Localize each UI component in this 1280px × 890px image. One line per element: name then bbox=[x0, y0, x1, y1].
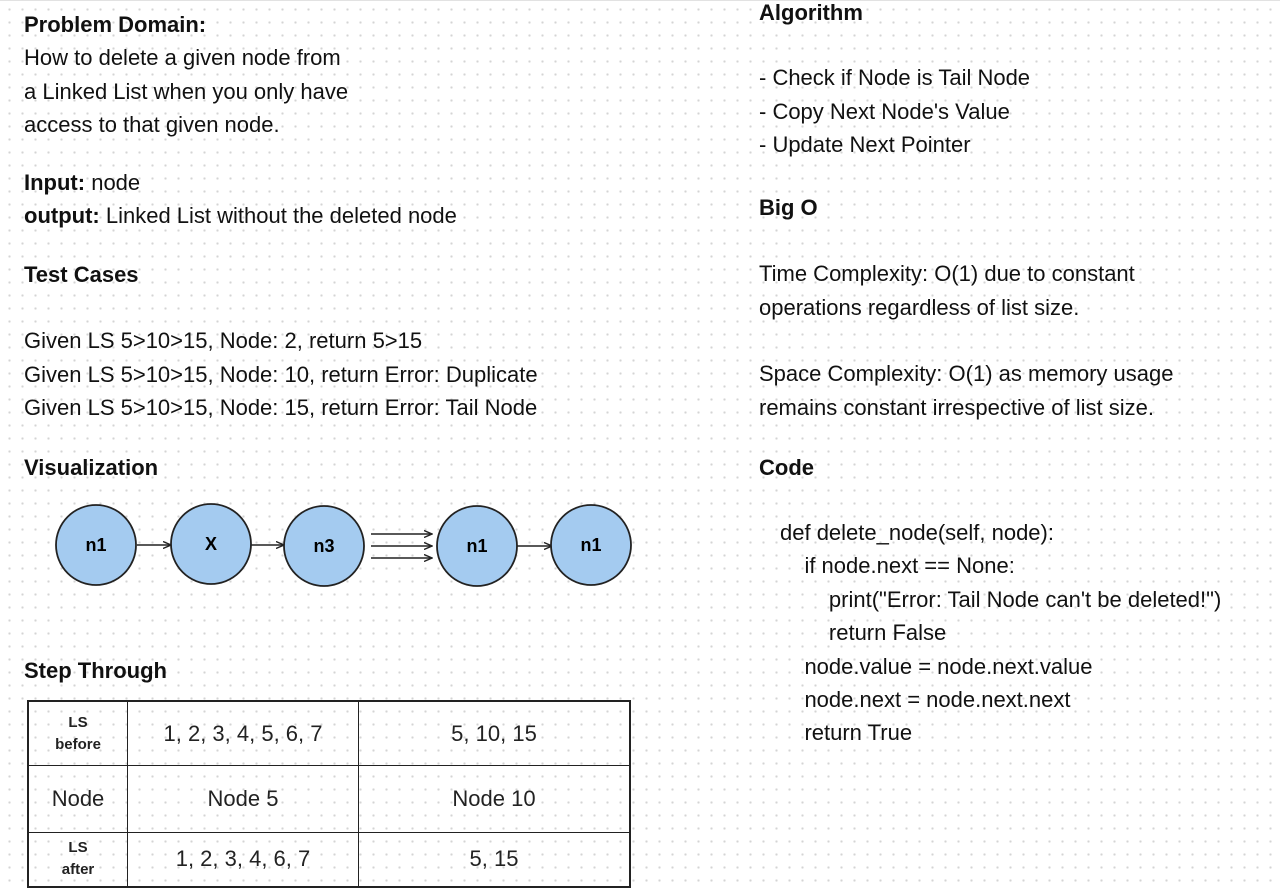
code-block: def delete_node(self, node): if node.nex… bbox=[780, 516, 1221, 750]
row-label: LS before bbox=[27, 700, 128, 767]
code-line: print("Error: Tail Node can't be deleted… bbox=[780, 586, 1222, 612]
algorithm-step: - Update Next Pointer bbox=[759, 132, 971, 157]
node-label: n1 bbox=[466, 536, 487, 556]
visualization-heading: Visualization bbox=[24, 455, 159, 480]
node-circle: n3 bbox=[283, 505, 365, 587]
output-value: Linked List without the deleted node bbox=[99, 203, 457, 228]
linked-list-diagram: n1 X n3 n1 n1 bbox=[55, 503, 632, 587]
problem-domain-line: access to that given node. bbox=[24, 112, 280, 137]
code-line: node.value = node.next.value bbox=[780, 653, 1093, 679]
table-row: LS after 1, 2, 3, 4, 6, 7 5, 15 bbox=[27, 831, 631, 888]
input-label: Input: bbox=[24, 170, 86, 195]
table-cell: 1, 2, 3, 4, 6, 7 bbox=[127, 831, 359, 888]
node-label: n1 bbox=[85, 535, 106, 555]
node-circle: n1 bbox=[436, 505, 518, 587]
algorithm-step: - Copy Next Node's Value bbox=[759, 98, 1010, 124]
table-row: Node Node 5 Node 10 bbox=[27, 765, 631, 833]
output-line: output: Linked List without the deleted … bbox=[24, 199, 457, 232]
test-cases-list: Given LS 5>10>15, Node: 2, return 5>15 G… bbox=[24, 324, 538, 425]
algorithm-step: - Check if Node is Tail Node bbox=[759, 65, 1031, 90]
test-case-item: Given LS 5>10>15, Node: 2, return 5>15 bbox=[24, 328, 423, 353]
code-heading: Code bbox=[759, 455, 814, 480]
time-complexity: Time Complexity: O(1) due to constant op… bbox=[759, 257, 1135, 324]
time-complexity-line: operations regardless of list size. bbox=[759, 294, 1080, 320]
row-label-top: LS bbox=[68, 839, 88, 857]
node-label: X bbox=[205, 534, 217, 554]
problem-domain-text: How to delete a given node from a Linked… bbox=[24, 41, 348, 142]
step-through-table: LS before 1, 2, 3, 4, 5, 6, 7 5, 10, 15 … bbox=[27, 700, 631, 888]
space-complexity-line: remains constant irrespective of list si… bbox=[759, 394, 1154, 420]
table-cell: Node 5 bbox=[127, 765, 359, 833]
row-label-bottom: after bbox=[61, 861, 95, 879]
list-nodes: n1 X n3 n1 n1 bbox=[55, 503, 632, 587]
table-cell: Node 10 bbox=[358, 765, 631, 833]
test-case-item: Given LS 5>10>15, Node: 10, return Error… bbox=[24, 361, 538, 387]
problem-domain-line: a Linked List when you only have bbox=[24, 78, 349, 104]
node-label: n1 bbox=[580, 535, 601, 555]
big-o-heading: Big O bbox=[759, 195, 818, 220]
step-through-heading: Step Through bbox=[24, 658, 167, 683]
problem-domain-heading: Problem Domain: bbox=[24, 12, 207, 37]
space-complexity-line: Space Complexity: O(1) as memory usage bbox=[759, 361, 1174, 386]
top-divider bbox=[0, 0, 1280, 4]
table-cell: 5, 10, 15 bbox=[358, 700, 631, 767]
row-label-top: LS bbox=[68, 713, 88, 731]
table-cell: 5, 15 bbox=[358, 831, 631, 888]
input-value: node bbox=[85, 170, 141, 195]
time-complexity-line: Time Complexity: O(1) due to constant bbox=[759, 261, 1135, 286]
transform-arrows bbox=[371, 534, 432, 558]
table-row: LS before 1, 2, 3, 4, 5, 6, 7 5, 10, 15 bbox=[27, 700, 631, 767]
node-circle: n1 bbox=[550, 504, 632, 586]
row-label-bottom: before bbox=[55, 735, 101, 753]
code-line: return True bbox=[780, 720, 913, 746]
list-arrows bbox=[137, 545, 552, 546]
node-label: n3 bbox=[313, 536, 334, 556]
test-case-item: Given LS 5>10>15, Node: 15, return Error… bbox=[24, 395, 538, 420]
problem-domain-line: How to delete a given node from bbox=[24, 45, 341, 70]
algorithm-steps: - Check if Node is Tail Node - Copy Next… bbox=[759, 61, 1030, 162]
row-label: Node bbox=[27, 765, 128, 833]
table-cell: 1, 2, 3, 4, 5, 6, 7 bbox=[127, 700, 359, 767]
code-line: if node.next == None: bbox=[780, 553, 1015, 579]
code-line: return False bbox=[780, 620, 947, 646]
space-complexity: Space Complexity: O(1) as memory usage r… bbox=[759, 357, 1174, 424]
test-cases-heading: Test Cases bbox=[24, 262, 139, 287]
code-line: def delete_node(self, node): bbox=[780, 520, 1054, 545]
row-label: LS after bbox=[27, 831, 128, 888]
code-line: node.next = node.next.next bbox=[780, 686, 1071, 712]
node-circle: n1 bbox=[55, 504, 137, 586]
input-line: Input: node bbox=[24, 166, 140, 199]
output-label: output: bbox=[24, 203, 100, 228]
algorithm-heading: Algorithm bbox=[759, 0, 863, 25]
node-circle: X bbox=[170, 503, 252, 585]
